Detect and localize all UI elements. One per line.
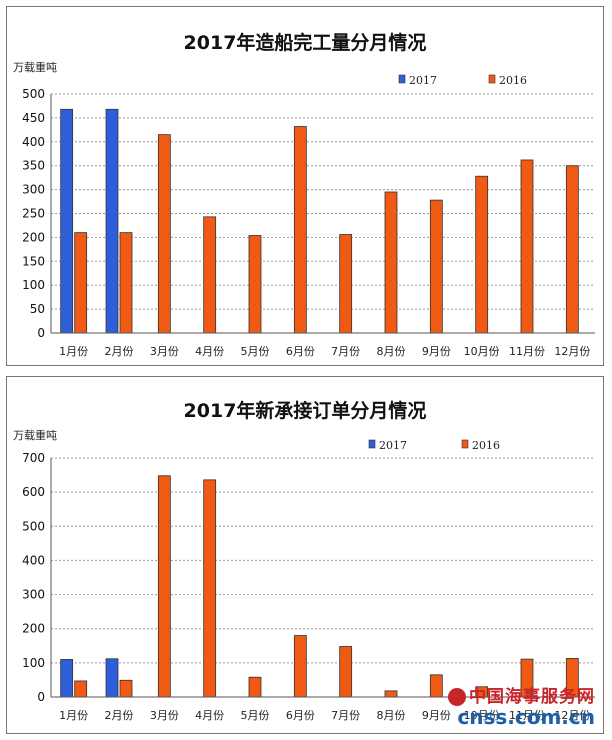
y-axis-unit-label: 万载重吨 (13, 428, 57, 442)
y-tick-label: 500 (22, 519, 45, 533)
x-category-label: 5月份 (241, 345, 270, 358)
bar-2016 (429, 199, 443, 334)
legend-label-2017: 2017 (379, 439, 407, 452)
x-category-label: 3月份 (150, 709, 179, 722)
x-category-label: 2月份 (105, 709, 134, 722)
y-tick-label: 300 (22, 588, 45, 602)
x-category-label: 10月份 (464, 709, 500, 722)
chart-panel-shipbuilding-completion: 2017年造船完工量分月情况 万载重吨 0 50 100 150 200 250 300 35… (6, 6, 604, 366)
x-category-label: 9月份 (422, 709, 451, 722)
bar-2016 (74, 232, 88, 334)
bar-2016 (248, 676, 262, 698)
bar-2016 (565, 165, 579, 334)
y-tick-label: 500 (22, 87, 45, 101)
y-tick-label: 100 (22, 278, 45, 292)
new-orders-chart: 2017年新承接订单分月情况 万载重吨 0 100 200 300 400 500 600 7… (13, 399, 595, 722)
bar-2017 (60, 108, 74, 334)
y-tick-label: 100 (22, 656, 45, 670)
watermark-url: cnss.com.cn (457, 705, 595, 729)
bar-2016 (339, 234, 353, 334)
bar-2016 (157, 475, 171, 698)
bar-2016 (74, 680, 88, 698)
y-tick-label: 0 (37, 690, 45, 704)
y-tick-label: 400 (22, 135, 45, 149)
bar-2016 (384, 690, 398, 698)
x-category-label: 1月份 (59, 709, 88, 722)
x-category-label: 7月份 (331, 345, 360, 358)
chart-legend: 2017 2016 (398, 74, 527, 87)
x-category-label: 2月份 (105, 345, 134, 358)
bar-2016 (293, 126, 307, 334)
bar-2016 (520, 159, 534, 334)
bar-2016 (119, 679, 133, 698)
x-category-label: 6月份 (286, 345, 315, 358)
x-category-label: 9月份 (422, 345, 451, 358)
y-tick-label: 700 (22, 451, 45, 465)
legend-swatch-2017 (368, 439, 376, 449)
bar-2017 (105, 658, 119, 698)
y-tick-label: 50 (30, 302, 45, 316)
bar-2017 (105, 108, 119, 334)
x-category-label: 7月份 (331, 709, 360, 722)
chart-panel-new-orders: 2017年新承接订单分月情况 万载重吨 0 100 200 300 400 500 600 7… (6, 376, 604, 734)
bar-2016 (119, 232, 133, 334)
chart-legend: 2017 2016 (368, 439, 500, 452)
x-category-label: 11月份 (509, 709, 545, 722)
x-category-label: 10月份 (464, 345, 500, 358)
y-tick-label: 150 (22, 254, 45, 268)
bar-2016 (203, 479, 217, 698)
y-tick-label: 0 (37, 326, 45, 340)
bar-2016 (384, 191, 398, 334)
y-tick-label: 200 (22, 622, 45, 636)
x-category-label: 8月份 (377, 709, 406, 722)
legend-label-2016: 2016 (499, 74, 527, 87)
y-tick-label: 600 (22, 485, 45, 499)
chart-title: 2017年造船完工量分月情况 (184, 31, 427, 54)
chart-title: 2017年新承接订单分月情况 (184, 399, 427, 422)
watermark-site-name: 中国海事服务网 (448, 682, 595, 707)
x-category-label: 8月份 (377, 345, 406, 358)
bar-2016 (339, 646, 353, 698)
legend-label-2016: 2016 (472, 439, 500, 452)
x-category-label: 4月份 (195, 345, 224, 358)
x-category-label: 4月份 (195, 709, 224, 722)
legend-label-2017: 2017 (409, 74, 437, 87)
bar-2016 (475, 175, 489, 334)
y-tick-label: 250 (22, 207, 45, 221)
site-logo-icon (448, 688, 466, 706)
legend-swatch-2016 (461, 439, 469, 449)
bar-2016 (248, 235, 262, 334)
bar-2016 (429, 674, 443, 698)
legend-swatch-2017 (398, 74, 406, 84)
x-category-label: 5月份 (241, 709, 270, 722)
completion-chart: 2017年造船完工量分月情况 万载重吨 0 50 100 150 200 250 300 35… (13, 31, 595, 358)
bar-2016 (293, 635, 307, 698)
y-tick-label: 200 (22, 230, 45, 244)
x-category-label: 3月份 (150, 345, 179, 358)
y-tick-label: 300 (22, 183, 45, 197)
bar-2016 (203, 216, 217, 334)
x-category-label: 11月份 (509, 345, 545, 358)
x-category-label: 12月份 (554, 709, 590, 722)
y-tick-label: 400 (22, 553, 45, 567)
x-category-label: 12月份 (554, 345, 590, 358)
x-category-label: 6月份 (286, 709, 315, 722)
x-category-label: 1月份 (59, 345, 88, 358)
y-tick-label: 350 (22, 159, 45, 173)
legend-swatch-2016 (488, 74, 496, 84)
site-watermark: 中国海事服务网 cnss.com.cn (448, 682, 595, 727)
bar-2017 (60, 659, 74, 698)
y-axis-unit-label: 万载重吨 (13, 60, 57, 74)
bar-2016 (157, 134, 171, 334)
y-tick-label: 450 (22, 111, 45, 125)
